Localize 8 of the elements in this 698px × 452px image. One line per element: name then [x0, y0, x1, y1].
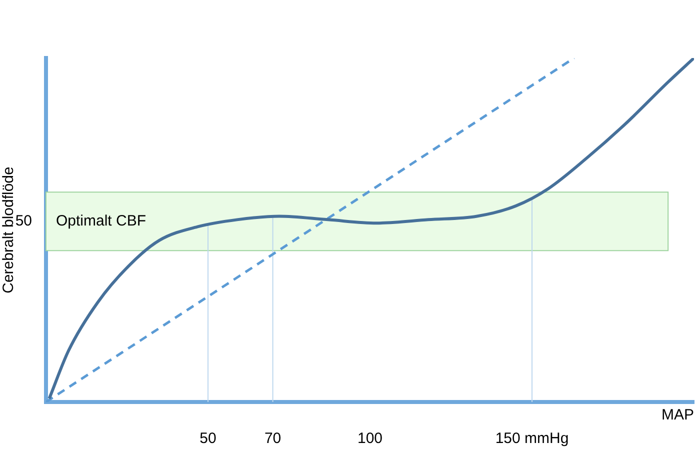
x-tick-label: 70	[264, 430, 282, 448]
band-label: Optimalt CBF	[56, 212, 146, 230]
y-axis-title: Cerebralt blodflöde	[0, 166, 18, 294]
x-tick-label: 150 mmHg	[495, 430, 569, 448]
text: 50	[15, 212, 32, 230]
x-axis-title: MAP	[661, 406, 694, 424]
x-tick-label: 100	[357, 430, 383, 448]
x-tick-label: 50	[200, 430, 216, 448]
